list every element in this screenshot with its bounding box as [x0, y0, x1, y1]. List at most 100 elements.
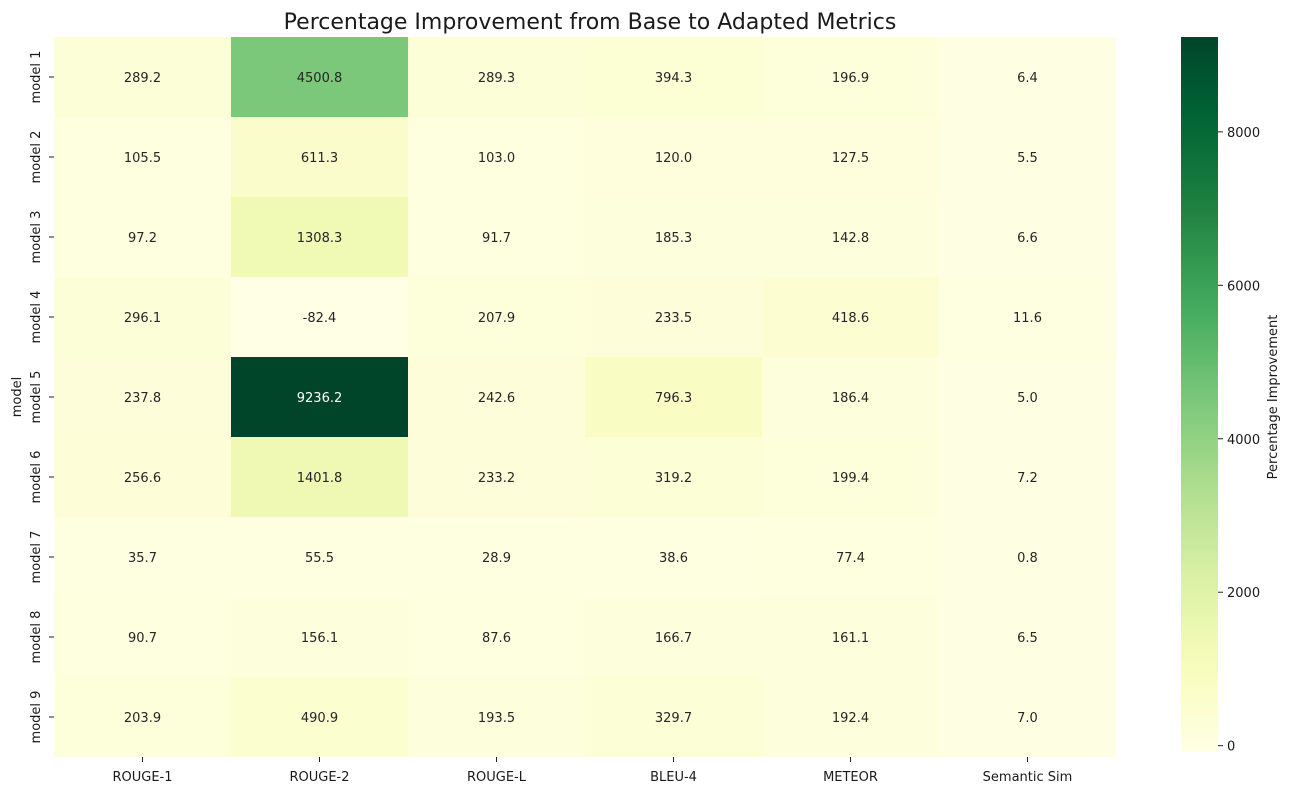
- cell-value-label: 0.8: [1017, 551, 1038, 566]
- cell-value-label: 11.6: [1013, 311, 1042, 326]
- cell-value-labels: 289.2 4500.8 289.3 394.3 196.9 6.4 105.5 611.3 1…: [124, 71, 1042, 726]
- cell-value-label: 6.5: [1017, 631, 1038, 646]
- y-tick-label: model 3: [29, 211, 44, 264]
- heatmap-cell: [585, 357, 762, 437]
- heatmap-cell: [762, 517, 939, 597]
- cell-value-label: 161.1: [832, 631, 869, 646]
- heatmap-cell: [939, 197, 1116, 277]
- cell-value-label: 9236.2: [297, 391, 343, 406]
- cell-value-label: 4500.8: [297, 71, 343, 86]
- cell-value-label: 199.4: [832, 471, 869, 486]
- heatmap-cell: [585, 597, 762, 677]
- heatmap-cell: [762, 197, 939, 277]
- colorbar-tick-label: 2000: [1227, 586, 1260, 601]
- heatmap-cell: [54, 517, 231, 597]
- heatmap-cell: [231, 357, 408, 437]
- heatmap-cell: [585, 117, 762, 197]
- x-axis-ticks: ROUGE-1 ROUGE-2 ROUGE-L BLEU-4 METEOR Semanti…: [112, 757, 1072, 785]
- cell-value-label: 193.5: [478, 711, 515, 726]
- cell-value-label: 185.3: [655, 231, 692, 246]
- colorbar-tick-label: 4000: [1227, 433, 1260, 448]
- heatmap-cell: [408, 37, 585, 117]
- heatmap-cell: [762, 37, 939, 117]
- heatmap-cell: [54, 37, 231, 117]
- x-tick-label: ROUGE-2: [289, 770, 349, 785]
- cell-value-label: 142.8: [832, 231, 869, 246]
- colorbar: [1181, 37, 1218, 752]
- cell-value-label: 490.9: [301, 711, 338, 726]
- cell-value-label: 233.2: [478, 471, 515, 486]
- heatmap-cell: [231, 677, 408, 757]
- cell-value-label: 1308.3: [297, 231, 343, 246]
- y-tick-label: model 7: [29, 531, 44, 584]
- cell-value-label: 103.0: [478, 151, 515, 166]
- heatmap-cell: [939, 437, 1116, 517]
- heatmap-cell: [762, 357, 939, 437]
- heatmap-cell: [939, 117, 1116, 197]
- cell-value-label: 6.4: [1017, 71, 1038, 86]
- cell-value-label: 38.6: [659, 551, 688, 566]
- cell-value-label: 394.3: [655, 71, 692, 86]
- y-tick-label: model 9: [29, 691, 44, 744]
- heatmap-cell: [54, 117, 231, 197]
- heatmap-cell: [408, 117, 585, 197]
- colorbar-ticks: 0 2000 4000 6000 8000: [1218, 126, 1260, 755]
- cell-value-label: 28.9: [482, 551, 511, 566]
- cell-value-label: 5.0: [1017, 391, 1038, 406]
- heatmap-cell: [762, 597, 939, 677]
- x-tick-label: ROUGE-1: [112, 770, 172, 785]
- heatmap-cell: [231, 437, 408, 517]
- heatmap-cell: [939, 517, 1116, 597]
- cell-value-label: 35.7: [128, 551, 157, 566]
- y-tick-label: model 1: [29, 51, 44, 104]
- heatmap-cell: [762, 117, 939, 197]
- heatmap-cell: [939, 597, 1116, 677]
- cell-value-label: 105.5: [124, 151, 161, 166]
- cell-value-label: 418.6: [832, 311, 869, 326]
- cell-value-label: 289.3: [478, 71, 515, 86]
- heatmap-cell: [408, 597, 585, 677]
- heatmap-cell: [939, 677, 1116, 757]
- heatmap-cell: [585, 517, 762, 597]
- heatmap-cell: [585, 677, 762, 757]
- heatmap-cell: [408, 677, 585, 757]
- colorbar-tick-label: 8000: [1227, 126, 1260, 141]
- chart-title: Percentage Improvement from Base to Adap…: [284, 10, 897, 35]
- heatmap-cell: [54, 357, 231, 437]
- colorbar-label: Percentage Improvement: [1266, 315, 1281, 480]
- x-tick-label: Semantic Sim: [983, 770, 1073, 785]
- cell-value-label: 329.7: [655, 711, 692, 726]
- cell-value-label: 233.5: [655, 311, 692, 326]
- cell-value-label: 166.7: [655, 631, 692, 646]
- y-tick-label: model 6: [29, 451, 44, 504]
- cell-value-label: 87.6: [482, 631, 511, 646]
- heatmap-cell: [231, 597, 408, 677]
- cell-value-label: 196.9: [832, 71, 869, 86]
- cell-value-label: 55.5: [305, 551, 334, 566]
- heatmap-cell: [408, 357, 585, 437]
- y-axis-ticks: model 1 model 2 model 3 model 4 model 5 model…: [29, 51, 54, 744]
- y-axis-label: model: [10, 377, 25, 417]
- heatmap-cell: [54, 437, 231, 517]
- cell-value-label: 203.9: [124, 711, 161, 726]
- cell-value-label: 5.5: [1017, 151, 1038, 166]
- heatmap-cell: [408, 517, 585, 597]
- heatmap-cell: [231, 517, 408, 597]
- colorbar-tick-label: 6000: [1227, 279, 1260, 294]
- heatmap-cell: [939, 277, 1116, 357]
- cell-value-label: 91.7: [482, 231, 511, 246]
- heatmap-cell: [585, 197, 762, 277]
- heatmap-cell: [54, 677, 231, 757]
- heatmap-cell: [939, 357, 1116, 437]
- heatmap-cell: [939, 37, 1116, 117]
- heatmap-cell: [762, 277, 939, 357]
- heatmap-cell: [585, 37, 762, 117]
- heatmap-cell: [762, 677, 939, 757]
- x-tick-label: METEOR: [823, 770, 878, 785]
- heatmap-cell: [585, 277, 762, 357]
- x-tick-label: BLEU-4: [650, 770, 697, 785]
- cell-value-label: 237.8: [124, 391, 161, 406]
- cell-value-label: 192.4: [832, 711, 869, 726]
- cell-value-label: 796.3: [655, 391, 692, 406]
